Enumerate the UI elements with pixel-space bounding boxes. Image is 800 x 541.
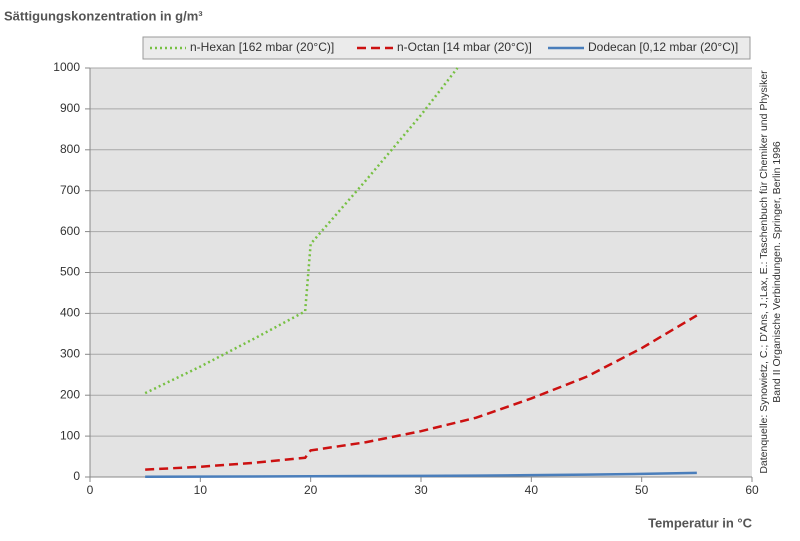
legend <box>142 36 751 60</box>
y-tick-label: 500 <box>60 265 80 279</box>
legend-label: n-Octan [14 mbar (20°C)] <box>397 40 532 54</box>
y-tick-label: 100 <box>60 428 80 442</box>
source-note: Datenquelle: Synowietz, C.; D'Ans, J.;La… <box>758 70 770 474</box>
source-note: Band II Organische Verbindungen. Springe… <box>771 141 783 403</box>
y-tick-label: 300 <box>60 346 80 360</box>
legend-label: Dodecan [0,12 mbar (20°C)] <box>588 40 738 54</box>
x-tick-label: 10 <box>194 483 208 497</box>
x-tick-label: 40 <box>525 483 539 497</box>
y-tick-label: 700 <box>60 183 80 197</box>
x-tick-label: 20 <box>304 483 318 497</box>
x-tick-label: 0 <box>87 483 94 497</box>
y-tick-label: 200 <box>60 387 80 401</box>
series-line <box>145 314 698 471</box>
x-tick-label: 50 <box>635 483 649 497</box>
chart-title: Sättigungskonzentration in g/m³ <box>4 8 203 23</box>
y-tick-label: 900 <box>60 101 80 115</box>
legend-label: n-Hexan [162 mbar (20°C)] <box>190 40 334 54</box>
y-tick-label: 1000 <box>53 60 80 74</box>
y-tick-label: 800 <box>60 142 80 156</box>
series-line <box>144 67 459 395</box>
y-tick-label: 400 <box>60 306 80 320</box>
y-tick-label: 0 <box>73 469 80 483</box>
x-tick-label: 60 <box>745 483 759 497</box>
y-tick-label: 600 <box>60 224 80 238</box>
x-tick-label: 30 <box>414 483 428 497</box>
series-line <box>145 471 697 479</box>
x-axis-label: Temperatur in °C <box>648 515 753 530</box>
